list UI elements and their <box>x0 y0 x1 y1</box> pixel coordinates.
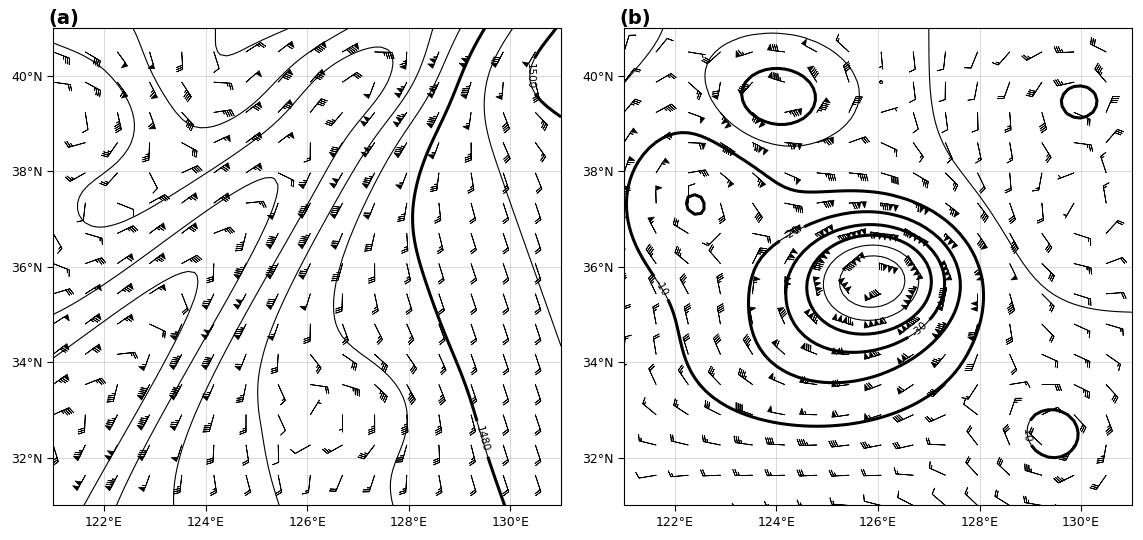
Text: -20: -20 <box>782 225 801 242</box>
Text: -30: -30 <box>910 320 929 339</box>
Text: (b): (b) <box>618 9 650 28</box>
Text: 1480: 1480 <box>474 425 490 453</box>
Text: -10: -10 <box>653 278 670 298</box>
Text: 1500: 1500 <box>525 63 535 89</box>
Text: -10: -10 <box>1022 424 1032 442</box>
Text: (a): (a) <box>48 9 79 28</box>
